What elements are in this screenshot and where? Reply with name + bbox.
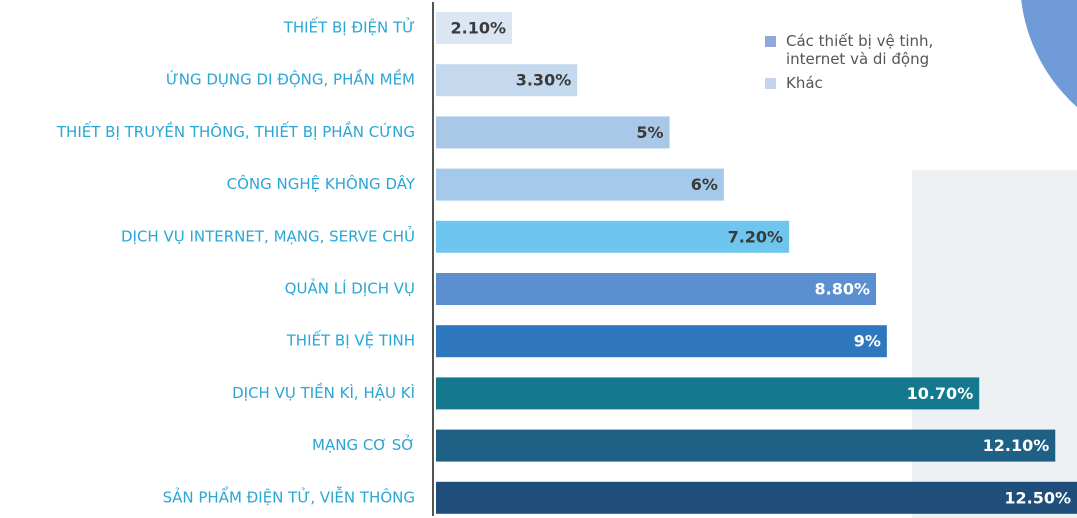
legend: Các thiết bị vệ tinh, internet và di độn… xyxy=(765,32,995,98)
category-label: THIẾT BỊ ĐIỆN TỬ xyxy=(283,16,415,37)
bar xyxy=(436,325,887,357)
bar xyxy=(436,482,1077,514)
bar xyxy=(436,169,724,201)
legend-label: Các thiết bị vệ tinh, internet và di độn… xyxy=(786,32,995,68)
category-label: MẠNG CƠ SỞ xyxy=(312,434,415,454)
value-label: 5% xyxy=(636,123,663,142)
bar xyxy=(436,377,979,409)
category-label: SẢN PHẨM ĐIỆN TỬ, VIỄN THÔNG xyxy=(163,485,415,506)
category-label: THIẾT BỊ VỆ TINH xyxy=(286,329,415,350)
bar xyxy=(436,273,876,305)
value-label: 12.50% xyxy=(1004,488,1071,507)
value-label: 7.20% xyxy=(728,227,784,246)
value-label: 10.70% xyxy=(907,384,974,403)
legend-label: Khác xyxy=(786,74,823,92)
category-label: DỊCH VỤ TIỀN KÌ, HẬU KÌ xyxy=(232,381,415,402)
legend-item: Các thiết bị vệ tinh, internet và di độn… xyxy=(765,32,995,68)
category-label: THIẾT BỊ TRUYỀN THÔNG, THIẾT BỊ PHẦN CỨN… xyxy=(56,120,415,141)
decor-circle xyxy=(1020,0,1077,150)
category-label: QUẢN LÍ DỊCH VỤ xyxy=(285,278,415,298)
bar xyxy=(436,430,1055,462)
bar xyxy=(436,116,670,148)
legend-swatch xyxy=(765,78,776,89)
legend-swatch xyxy=(765,36,776,47)
value-label: 3.30% xyxy=(516,71,572,90)
category-label: ỨNG DỤNG DI ĐỘNG, PHẦN MỀM xyxy=(166,68,415,89)
background-photo xyxy=(912,170,1077,518)
category-label: DỊCH VỤ INTERNET, MẠNG, SERVE CHỦ xyxy=(121,225,415,245)
value-label: 9% xyxy=(854,332,881,351)
category-label: CÔNG NGHỆ KHÔNG DÂY xyxy=(227,174,416,193)
value-label: 2.10% xyxy=(451,19,507,38)
value-label: 8.80% xyxy=(814,280,870,299)
value-label: 6% xyxy=(691,175,718,194)
chart-page: THIẾT BỊ ĐIỆN TỬ 2.10% ỨNG DỤNG DI ĐỘNG, P… xyxy=(0,0,1077,518)
value-label: 12.10% xyxy=(983,436,1050,455)
legend-item: Khác xyxy=(765,74,995,92)
